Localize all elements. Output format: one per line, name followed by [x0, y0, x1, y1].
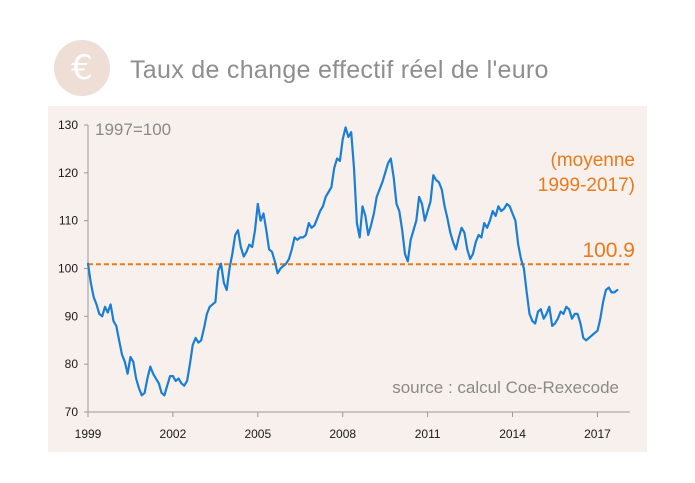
- source-label: source : calcul Coe-Rexecode: [392, 378, 619, 397]
- average-value-label: 100.9: [582, 239, 635, 262]
- y-tick-label: 130: [58, 118, 78, 132]
- chart-panel: [48, 106, 647, 452]
- y-tick-label: 120: [58, 166, 78, 180]
- x-tick-label: 2017: [584, 427, 611, 441]
- y-tick-label: 70: [65, 405, 79, 419]
- x-tick-label: 2008: [329, 427, 356, 441]
- y-tick-label: 110: [59, 214, 78, 228]
- x-tick-label: 2014: [499, 427, 526, 441]
- y-tick-label: 100: [58, 262, 78, 276]
- base-note: 1997=100: [95, 120, 171, 139]
- x-tick-label: 2005: [244, 427, 271, 441]
- x-tick-label: 2002: [160, 427, 187, 441]
- y-tick-label: 80: [65, 357, 79, 371]
- y-axis: 70 80 90 100 110 120 130: [58, 118, 89, 419]
- average-label-line1: (moyenne: [551, 150, 636, 171]
- euro-icon: €: [54, 40, 110, 96]
- x-tick-label: 2011: [415, 427, 441, 441]
- x-axis: 1999 2002 2005 2008 2011 2014 2017: [75, 411, 630, 441]
- series-line: [86, 126, 619, 397]
- average-label-line2: 1999-2017): [538, 175, 635, 196]
- x-tick-label: 1999: [75, 427, 102, 441]
- y-tick-label: 90: [65, 309, 79, 323]
- page-title: Taux de change effectif réel de l'euro: [130, 56, 549, 84]
- header: € Taux de change effectif réel de l'euro: [0, 0, 695, 100]
